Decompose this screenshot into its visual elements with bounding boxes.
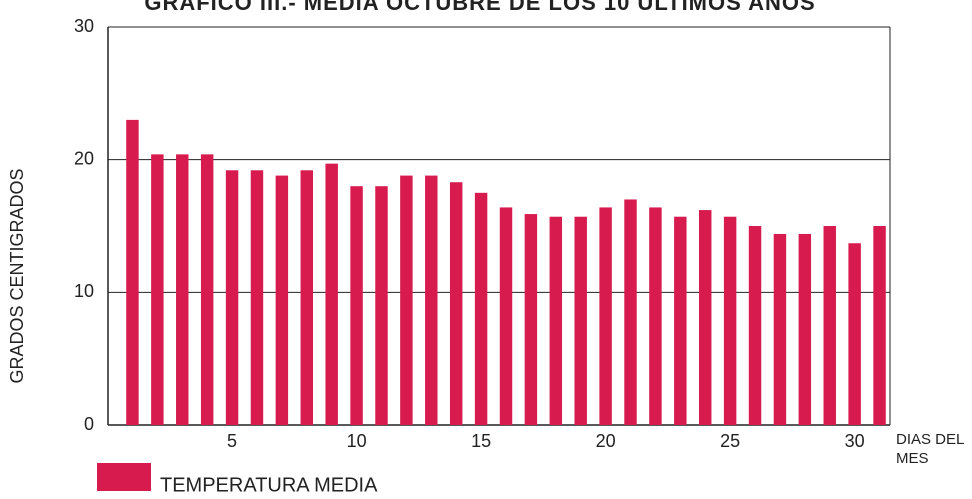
bar	[250, 170, 264, 425]
y-tick-label: 0	[84, 414, 94, 434]
bar	[649, 207, 662, 425]
bar	[748, 226, 762, 425]
y-tick-label: 30	[74, 16, 94, 36]
bar	[449, 182, 463, 425]
bar	[574, 216, 587, 425]
bar	[798, 233, 812, 425]
bar	[325, 163, 338, 425]
legend-label: TEMPERATURA MEDIA	[160, 474, 378, 496]
x-tick-label: 5	[227, 431, 237, 451]
x-tick-label: 15	[471, 431, 491, 451]
bar	[773, 233, 787, 425]
bar	[225, 170, 239, 425]
bar	[425, 175, 438, 425]
bar	[624, 199, 637, 425]
bar	[823, 226, 836, 425]
chart-title: GRÁFICO III.- MEDIA OCTUBRE DE LOS 10 ÚL…	[144, 0, 815, 15]
bar	[200, 154, 214, 426]
bar	[151, 154, 164, 426]
bar	[723, 216, 737, 425]
y-tick-label: 20	[74, 148, 94, 168]
bar	[275, 175, 289, 425]
x-tick-label: 10	[347, 431, 367, 451]
bar	[873, 226, 886, 425]
bar	[674, 216, 687, 425]
x-axis-label: DIAS DEL MES	[896, 431, 964, 467]
bar	[400, 175, 413, 425]
bar	[126, 119, 139, 425]
bar	[524, 214, 538, 425]
bar	[499, 207, 513, 425]
bar	[848, 243, 861, 425]
y-axis-label: GRADOS CENTIGRADOS	[7, 168, 27, 383]
bar	[176, 154, 189, 426]
bar	[599, 207, 612, 425]
legend-swatch	[97, 463, 151, 491]
bar	[549, 216, 563, 425]
x-tick-label: 30	[845, 431, 865, 451]
bar	[300, 170, 313, 425]
y-tick-label: 10	[74, 281, 94, 301]
bar	[375, 186, 388, 425]
x-tick-label: 25	[720, 431, 740, 451]
bar	[474, 192, 488, 425]
bar	[699, 210, 712, 425]
x-tick-label: 20	[596, 431, 616, 451]
bar	[350, 186, 363, 425]
